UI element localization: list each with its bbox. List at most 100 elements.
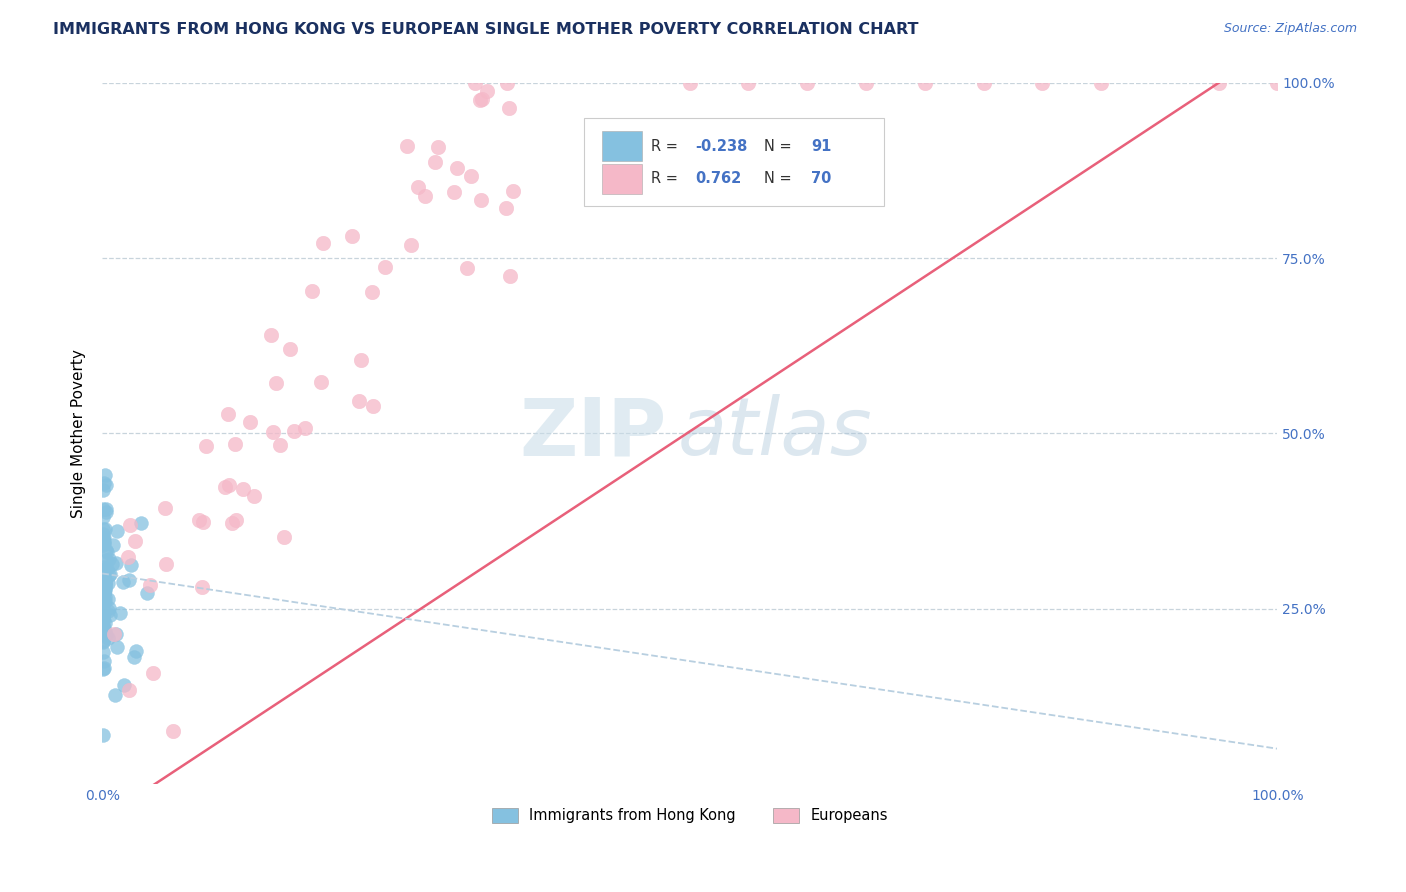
Point (94, 468, 117, 483)
Text: IMMIGRANTS FROM HONG KONG VS EUROPEAN SINGLE MOTHER POVERTY CORRELATION CHART: IMMIGRANTS FROM HONG KONG VS EUROPEAN SI… (53, 22, 920, 37)
Point (139, 578, 162, 592)
Point (499, 268, 522, 283)
Point (93, 510, 115, 524)
Point (94, 590, 117, 604)
Point (374, 260, 396, 275)
Point (93, 522, 115, 536)
Point (239, 415, 262, 429)
Point (446, 161, 468, 176)
Text: N =: N = (763, 171, 796, 186)
Point (93, 534, 115, 549)
Point (124, 534, 146, 549)
Point (93, 571, 115, 585)
Point (97, 631, 120, 645)
Point (105, 640, 128, 654)
Point (93, 483, 115, 498)
Point (93, 600, 115, 615)
Point (105, 524, 128, 539)
Point (495, 201, 517, 215)
Text: N =: N = (763, 138, 796, 153)
FancyBboxPatch shape (602, 164, 641, 194)
Point (104, 627, 127, 641)
Point (118, 573, 141, 587)
Point (94, 578, 117, 592)
Point (120, 518, 142, 533)
Point (93, 624, 115, 638)
Point (413, 189, 436, 203)
Point (94, 562, 117, 576)
Point (94, 575, 117, 590)
Point (129, 516, 152, 530)
Point (96, 478, 118, 492)
Point (470, 194, 492, 208)
Point (347, 393, 370, 408)
Point (94, 578, 117, 592)
Point (301, 284, 323, 298)
Point (93, 533, 115, 548)
Point (94, 582, 117, 597)
Point (93, 560, 115, 574)
Point (93, 615, 115, 630)
Point (93, 574, 115, 588)
Point (349, 353, 371, 368)
Text: 70: 70 (811, 171, 831, 186)
Point (93, 569, 115, 583)
Point (260, 328, 283, 343)
Point (425, 155, 447, 169)
Point (1208, 76, 1230, 90)
Point (188, 513, 211, 527)
Point (221, 516, 243, 530)
Point (93, 537, 115, 551)
Point (93, 644, 115, 658)
Point (97, 601, 120, 615)
Point (94, 575, 117, 590)
Point (855, 76, 877, 90)
Point (93, 654, 115, 668)
Point (155, 558, 177, 572)
Point (93, 570, 115, 584)
Point (283, 424, 305, 438)
Point (406, 179, 429, 194)
Point (162, 723, 184, 738)
FancyBboxPatch shape (602, 131, 641, 161)
Text: Source: ZipAtlas.com: Source: ZipAtlas.com (1223, 22, 1357, 36)
Point (97, 604, 120, 618)
Point (101, 557, 124, 571)
Point (312, 235, 335, 250)
Point (737, 76, 759, 90)
Text: R =: R = (651, 171, 682, 186)
Point (217, 407, 239, 421)
Text: atlas: atlas (678, 394, 873, 473)
Point (93, 590, 115, 604)
Point (361, 285, 384, 299)
Point (93, 618, 115, 632)
Point (96, 545, 118, 559)
Point (471, 92, 494, 106)
Point (117, 550, 139, 565)
Point (225, 513, 247, 527)
Point (136, 586, 159, 600)
Point (93, 586, 115, 600)
Point (93, 661, 115, 675)
Point (93, 476, 115, 491)
Point (97, 576, 120, 591)
Text: ZIP: ZIP (519, 394, 666, 473)
Point (1265, 76, 1288, 90)
Point (98, 607, 121, 622)
Point (93, 586, 115, 600)
Point (93, 501, 115, 516)
Point (93, 522, 115, 536)
Point (120, 558, 142, 573)
Point (340, 229, 363, 244)
Point (93, 633, 115, 648)
Point (142, 665, 165, 680)
Point (93, 616, 115, 631)
Point (118, 683, 141, 698)
Point (104, 557, 127, 571)
Point (93, 583, 115, 598)
Y-axis label: Single Mother Poverty: Single Mother Poverty (72, 349, 86, 517)
Point (108, 606, 131, 620)
Point (112, 678, 135, 692)
Point (93, 587, 115, 601)
Point (443, 185, 465, 199)
